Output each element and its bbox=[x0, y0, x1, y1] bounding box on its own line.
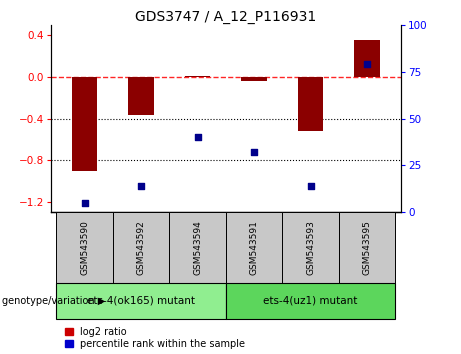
Bar bbox=[56, 212, 113, 283]
Text: GSM543594: GSM543594 bbox=[193, 221, 202, 275]
Point bbox=[81, 200, 89, 206]
Bar bbox=[72, 77, 97, 171]
Legend: log2 ratio, percentile rank within the sample: log2 ratio, percentile rank within the s… bbox=[65, 327, 245, 349]
Bar bbox=[56, 283, 226, 319]
Point bbox=[363, 61, 371, 67]
Text: ets-4(ok165) mutant: ets-4(ok165) mutant bbox=[87, 296, 195, 306]
Text: ets-4(uz1) mutant: ets-4(uz1) mutant bbox=[264, 296, 358, 306]
Title: GDS3747 / A_12_P116931: GDS3747 / A_12_P116931 bbox=[135, 10, 317, 24]
Text: GSM543591: GSM543591 bbox=[250, 220, 259, 275]
Point bbox=[250, 149, 258, 155]
Bar bbox=[113, 212, 169, 283]
Bar bbox=[242, 77, 267, 81]
Bar bbox=[169, 212, 226, 283]
Bar bbox=[339, 212, 396, 283]
Text: GSM543592: GSM543592 bbox=[136, 221, 146, 275]
Bar bbox=[185, 76, 210, 77]
Bar bbox=[298, 77, 323, 131]
Bar bbox=[226, 212, 283, 283]
Text: genotype/variation ▶: genotype/variation ▶ bbox=[2, 296, 106, 306]
Point bbox=[137, 183, 145, 189]
Bar bbox=[355, 40, 380, 77]
Text: GSM543595: GSM543595 bbox=[363, 220, 372, 275]
Text: GSM543590: GSM543590 bbox=[80, 220, 89, 275]
Point bbox=[194, 135, 201, 140]
Point bbox=[307, 183, 314, 189]
Bar bbox=[129, 77, 154, 115]
Bar bbox=[283, 212, 339, 283]
Text: GSM543593: GSM543593 bbox=[306, 220, 315, 275]
Bar bbox=[226, 283, 396, 319]
